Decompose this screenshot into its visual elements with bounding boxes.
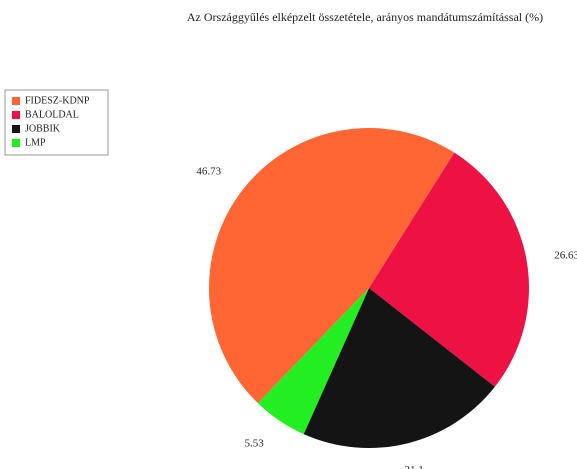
pie-slice [209,128,455,404]
pie-slice [257,288,369,435]
chart-title: Az Országgyűlés elképzelt összetétele, a… [187,10,543,24]
legend-swatch [12,97,20,105]
legend-swatch [12,139,20,147]
legend-swatch [12,111,20,119]
legend-label: JOBBIK [25,123,61,134]
pie-slice [303,288,495,448]
legend-label: BALOLDAL [25,109,79,120]
legend-box [4,89,109,156]
pie-slice [369,152,529,387]
data-label: 46.73 [196,165,221,177]
legend-label: FIDESZ-KDNP [25,95,90,106]
legend-swatch [12,125,20,133]
legend-label: LMP [25,137,46,148]
data-label: 26.63 [554,249,577,261]
data-label: 5.53 [244,437,264,449]
data-label: 21.1 [405,464,424,469]
